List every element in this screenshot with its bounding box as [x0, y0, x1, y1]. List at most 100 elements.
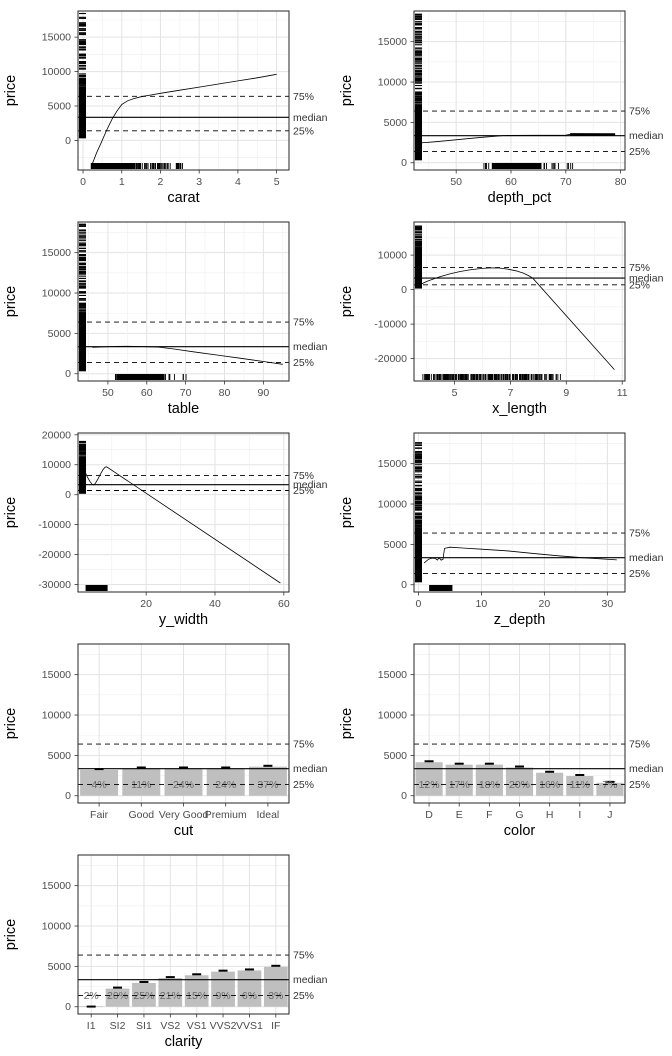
svg-text:70: 70	[560, 176, 572, 188]
svg-text:4: 4	[235, 176, 241, 188]
svg-text:0: 0	[65, 135, 71, 147]
svg-text:25%: 25%	[629, 779, 650, 791]
svg-text:5000: 5000	[48, 750, 72, 762]
y-axis: 0 5000 10000 15000 price	[3, 880, 78, 1013]
y_width-chart: 20 40 60 y_width -30000 -20000 -10000 0 10000 200…	[3, 429, 328, 628]
svg-text:80: 80	[615, 176, 627, 188]
svg-text:price: price	[3, 75, 19, 106]
svg-text:0: 0	[415, 598, 421, 610]
svg-text:Premium: Premium	[205, 809, 247, 821]
svg-text:5: 5	[274, 176, 280, 188]
svg-text:clarity: clarity	[165, 1034, 204, 1050]
svg-text:11: 11	[617, 387, 628, 399]
y-axis: -20000 -10000 0 10000 price	[339, 250, 414, 365]
svg-text:carat: carat	[167, 190, 199, 206]
svg-text:50: 50	[102, 387, 114, 399]
rug-bottom	[90, 163, 184, 169]
panel-border	[413, 10, 626, 171]
plot-cell-table: 50 60 70 80 90 table 0 5000 10000 15000 price 75% me…	[0, 211, 336, 422]
svg-text:15000: 15000	[42, 880, 71, 892]
svg-text:price: price	[3, 708, 19, 739]
svg-text:1: 1	[119, 176, 125, 188]
svg-text:5000: 5000	[384, 750, 408, 762]
panel-border	[77, 10, 290, 171]
svg-text:4%: 4%	[92, 779, 107, 791]
svg-text:cut: cut	[174, 823, 193, 839]
carat-chart: 0 1 2 3 4 5 carat 0 5000 10000 15000 price 75% median…	[3, 10, 328, 206]
svg-text:median: median	[629, 552, 664, 564]
rug-bottom	[85, 585, 108, 591]
svg-text:60: 60	[505, 176, 517, 188]
svg-text:75%: 75%	[629, 528, 650, 540]
svg-text:5000: 5000	[48, 328, 72, 340]
svg-text:J: J	[607, 809, 612, 821]
svg-text:SI2: SI2	[110, 1020, 126, 1032]
x-axis: 20 40 60 y_width	[140, 592, 290, 628]
svg-text:median: median	[629, 273, 664, 285]
plot-cell-clarity: 2% 20% 25% 21% 15% 9% 6% 3% I1 SI2 SI1 VS2 VS1 VVS2 VV…	[0, 844, 336, 1056]
svg-text:-30000: -30000	[38, 579, 71, 591]
data-line	[92, 345, 283, 365]
svg-text:10000: 10000	[42, 66, 71, 78]
svg-text:VS2: VS2	[160, 1020, 180, 1032]
svg-text:3%: 3%	[268, 990, 283, 1002]
rug-left	[415, 442, 422, 583]
svg-text:0: 0	[401, 579, 407, 591]
svg-text:10000: 10000	[42, 288, 71, 300]
svg-text:11%: 11%	[131, 779, 151, 791]
svg-text:0: 0	[401, 790, 407, 802]
plot-cell-cut: 4% 11% 24% 24% 37% Fair Good Very Good Premium Id…	[0, 633, 336, 844]
svg-text:25%: 25%	[629, 146, 650, 158]
quantile-lines	[78, 475, 289, 491]
svg-text:-20000: -20000	[374, 353, 407, 365]
svg-text:10000: 10000	[42, 921, 71, 933]
plot-cell-x-length: 5 7 9 11 x_length -20000 -10000 0 10000 price 75% m…	[336, 211, 672, 422]
svg-text:price: price	[3, 497, 19, 528]
grid	[414, 11, 625, 170]
svg-text:IF: IF	[271, 1020, 280, 1032]
svg-text:75%: 75%	[293, 739, 314, 751]
quantile-lines	[414, 743, 625, 785]
svg-text:75%: 75%	[293, 950, 314, 962]
svg-text:10000: 10000	[378, 710, 407, 722]
svg-text:price: price	[339, 708, 355, 739]
quantile-lines	[78, 743, 289, 785]
svg-text:9: 9	[563, 387, 569, 399]
svg-text:0: 0	[65, 1001, 71, 1013]
panel-border	[77, 854, 290, 1015]
svg-text:-10000: -10000	[374, 319, 407, 331]
svg-text:25%: 25%	[293, 485, 314, 497]
plot-cell-z-depth: 0 10 20 30 z_depth 0 5000 10000 15000 price 75% med…	[336, 422, 672, 633]
svg-text:15000: 15000	[42, 247, 71, 259]
rug-bottom	[114, 374, 187, 380]
svg-text:15000: 15000	[42, 669, 71, 681]
rug-left	[79, 440, 86, 494]
svg-text:10: 10	[476, 598, 488, 610]
svg-text:40: 40	[209, 598, 221, 610]
svg-text:75%: 75%	[293, 317, 314, 329]
svg-text:F: F	[486, 809, 492, 821]
svg-text:Fair: Fair	[90, 809, 109, 821]
rug-bottom	[422, 374, 561, 380]
svg-text:20000: 20000	[42, 429, 71, 441]
rug-left	[415, 225, 422, 289]
panel-border	[413, 432, 626, 593]
rug-left	[415, 13, 422, 161]
svg-text:5000: 5000	[48, 961, 72, 973]
svg-text:price: price	[339, 75, 355, 106]
svg-text:0: 0	[65, 368, 71, 380]
svg-text:median: median	[293, 479, 328, 491]
x_length-chart: 5 7 9 11 x_length -20000 -10000 0 10000 price 75%m…	[339, 221, 664, 417]
panel-border	[77, 432, 290, 593]
data-line	[91, 73, 277, 164]
svg-text:20: 20	[539, 598, 551, 610]
svg-text:10000: 10000	[378, 250, 407, 262]
svg-text:0: 0	[65, 489, 71, 501]
svg-text:VS1: VS1	[187, 1020, 207, 1032]
y-axis: 0 5000 10000 15000 price	[3, 669, 78, 802]
svg-text:price: price	[3, 286, 19, 317]
